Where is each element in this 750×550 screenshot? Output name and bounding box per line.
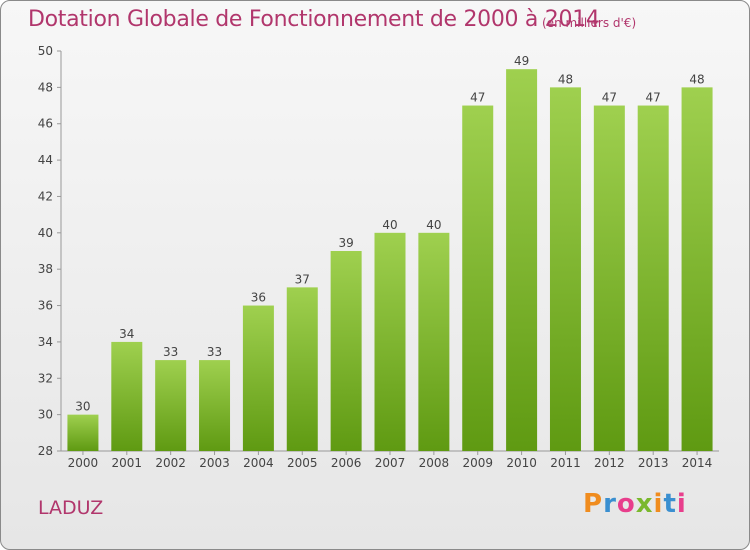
x-tick-label: 2002 <box>155 456 186 470</box>
data-label: 47 <box>646 91 661 105</box>
data-label: 36 <box>251 291 266 305</box>
x-tick-label: 2000 <box>68 456 99 470</box>
logo-letter: P <box>583 489 604 519</box>
data-label: 33 <box>207 345 222 359</box>
x-tick-label: 2001 <box>112 456 143 470</box>
logo-letter: i <box>653 489 664 519</box>
data-label: 34 <box>119 327 134 341</box>
x-tick-label: 2007 <box>375 456 406 470</box>
y-tick-label: 50 <box>38 44 53 58</box>
bar-2001 <box>111 341 143 451</box>
x-tick-label: 2010 <box>506 456 537 470</box>
data-label: 39 <box>338 236 353 250</box>
y-tick-label: 32 <box>38 371 53 385</box>
x-tick-label: 2012 <box>594 456 625 470</box>
y-tick-label: 36 <box>38 299 53 313</box>
data-label: 33 <box>163 345 178 359</box>
bar-2013 <box>637 105 669 451</box>
data-label: 48 <box>689 72 704 86</box>
y-tick-label: 40 <box>38 226 53 240</box>
y-tick-label: 28 <box>38 444 53 458</box>
bar-2003 <box>199 360 231 451</box>
bar-2004 <box>242 305 274 451</box>
x-tick-label: 2008 <box>419 456 450 470</box>
bar-2006 <box>330 251 362 451</box>
x-tick-label: 2014 <box>682 456 713 470</box>
data-label: 47 <box>602 91 617 105</box>
x-tick-label: 2005 <box>287 456 318 470</box>
logo-letter: r <box>603 489 617 519</box>
x-tick-label: 2006 <box>331 456 362 470</box>
bar-2005 <box>286 287 318 451</box>
bar-2014 <box>681 87 713 451</box>
bar-2008 <box>418 232 450 451</box>
bar-2012 <box>593 105 625 451</box>
y-tick-label: 46 <box>38 117 53 131</box>
y-tick-label: 44 <box>38 153 53 167</box>
y-tick-label: 38 <box>38 262 53 276</box>
data-label: 47 <box>470 91 485 105</box>
x-tick-label: 2013 <box>638 456 669 470</box>
data-label: 40 <box>426 218 441 232</box>
logo-letter: o <box>616 489 636 519</box>
chart-subtitle: (en milliers d'€) <box>542 16 637 30</box>
bar-2010 <box>506 69 538 451</box>
commune-name: LADUZ <box>38 497 104 519</box>
x-tick-label: 2004 <box>243 456 274 470</box>
bar-2000 <box>67 414 99 451</box>
data-label: 30 <box>75 400 90 414</box>
bar-2009 <box>462 105 494 451</box>
x-tick-label: 2003 <box>199 456 230 470</box>
data-label: 49 <box>514 54 529 68</box>
bar-2002 <box>155 360 187 451</box>
data-label: 48 <box>558 72 573 86</box>
x-tick-label: 2011 <box>550 456 581 470</box>
proxiti-logo[interactable]: Proxiti <box>583 489 687 519</box>
y-tick-label: 42 <box>38 189 53 203</box>
chart-title: Dotation Globale de Fonctionnement de 20… <box>28 7 600 32</box>
bar-2011 <box>549 87 581 451</box>
logo-letter: t <box>663 489 677 519</box>
data-label: 40 <box>382 218 397 232</box>
logo-letter: x <box>635 489 654 519</box>
bar-2007 <box>374 232 406 451</box>
y-tick-label: 30 <box>38 408 53 422</box>
x-tick-label: 2009 <box>462 456 493 470</box>
data-label: 37 <box>295 272 310 286</box>
y-tick-label: 34 <box>38 335 53 349</box>
logo-letter: i <box>676 489 687 519</box>
y-tick-label: 48 <box>38 80 53 94</box>
